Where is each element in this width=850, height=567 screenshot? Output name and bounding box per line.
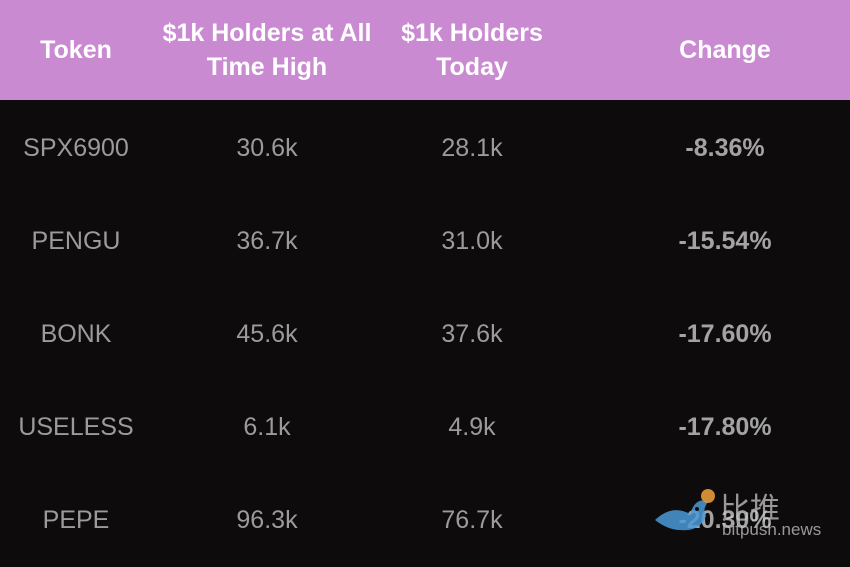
value-cell: -17.60% (678, 320, 772, 348)
token-cell: PEPE (42, 506, 110, 534)
value-cell: 96.3k (236, 506, 298, 534)
value-cell: 37.6k (441, 320, 503, 348)
watermark-logo-text: 比推 (720, 492, 780, 527)
watermark-site: bitpush.news (722, 520, 822, 539)
value-cell: -17.80% (678, 413, 772, 441)
header-cell: Token (40, 36, 112, 64)
token-cell: SPX6900 (23, 134, 129, 162)
value-cell: 6.1k (243, 413, 291, 441)
value-cell: -8.36% (685, 134, 765, 162)
header-cell: Change (679, 36, 771, 64)
token-cell: BONK (40, 320, 112, 348)
value-cell: 4.9k (448, 413, 496, 441)
value-cell: 45.6k (236, 320, 298, 348)
value-cell: 31.0k (441, 227, 503, 255)
value-cell: -15.54% (678, 227, 772, 255)
value-cell: 30.6k (236, 134, 298, 162)
value-cell: 28.1k (441, 134, 503, 162)
watermark-logo (655, 489, 715, 531)
value-cell: 36.7k (236, 227, 298, 255)
header-cell: $1k Holders at All Time High (162, 19, 372, 81)
token-cell: PENGU (31, 227, 121, 255)
token-cell: USELESS (18, 413, 134, 441)
value-cell: 76.7k (441, 506, 503, 534)
header-cell: $1k Holders Today (401, 19, 543, 81)
header-row (0, 0, 850, 100)
